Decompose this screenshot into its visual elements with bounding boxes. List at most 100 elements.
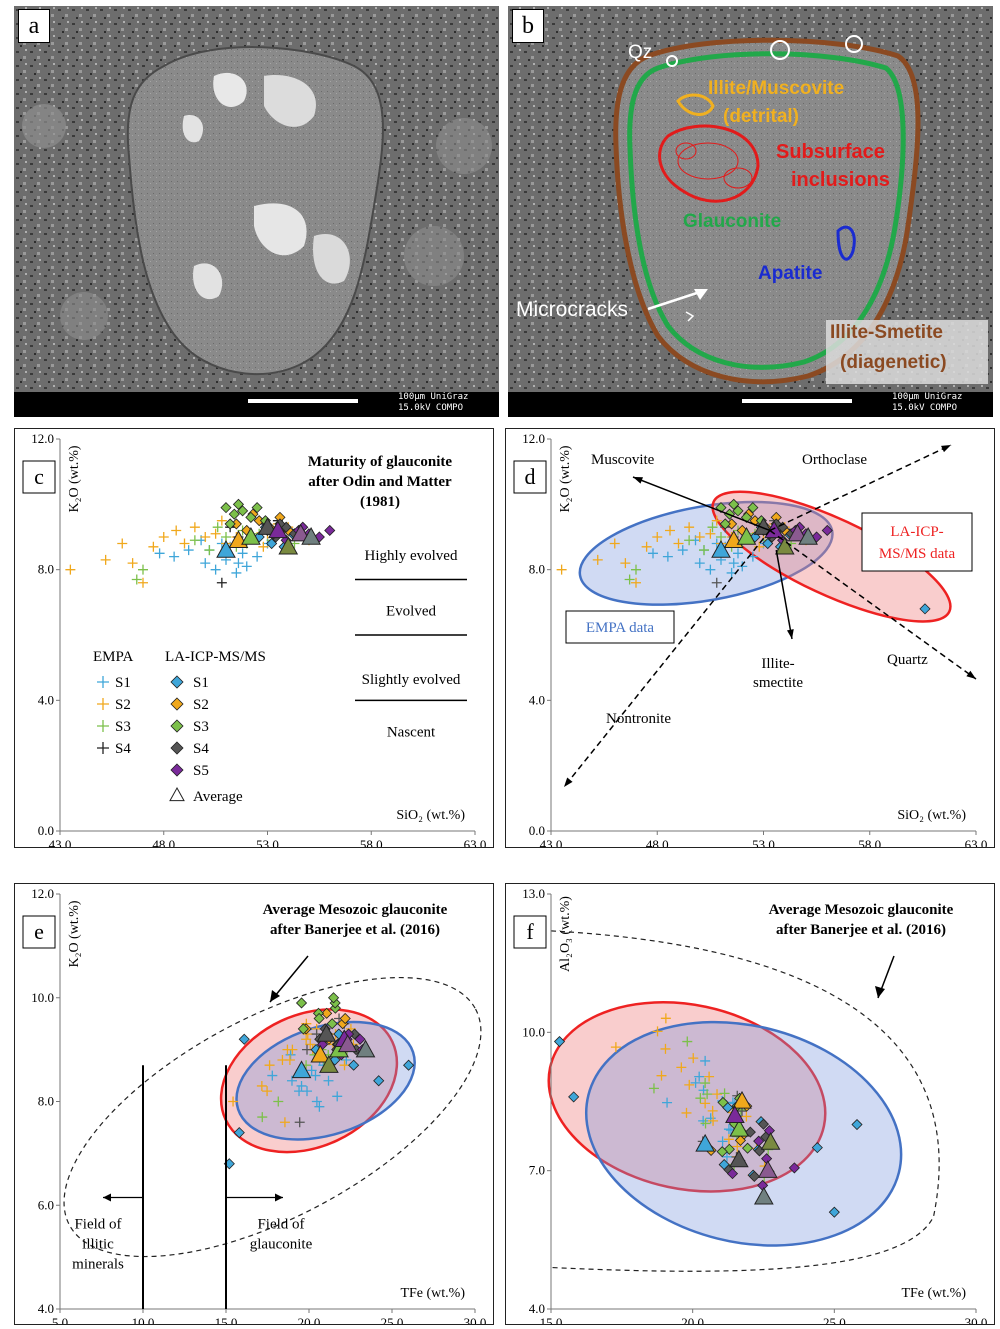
data-point — [258, 541, 269, 552]
x-tick-label: 43.0 — [540, 837, 563, 847]
data-point — [676, 1062, 687, 1073]
data-point — [278, 536, 299, 555]
data-point — [553, 1035, 566, 1048]
data-point — [127, 558, 138, 569]
data-point — [609, 538, 620, 549]
data-point — [919, 603, 931, 615]
data-point — [305, 1039, 316, 1050]
data-point — [333, 1028, 345, 1040]
data-point — [631, 577, 641, 588]
data-point — [732, 1141, 743, 1152]
panel-b-annotated-sem-image: b Qz Illite/Muscovite (detrital) Subsurf… — [508, 6, 993, 417]
panel-f-letter-box — [513, 915, 547, 949]
qz-circle-2 — [770, 40, 790, 60]
data-point — [702, 1089, 713, 1100]
y-tick-label: 8.0 — [38, 562, 54, 577]
legend-empa-marker — [97, 676, 109, 688]
y-tick-label: 10.0 — [522, 1024, 545, 1039]
panel-f-al2o3-tfe-chart: 15.0 20.0 25.0 30.0 4.0 7.0 10.0 13.0 Al₂O₃ (wt.… — [505, 883, 995, 1325]
data-point — [216, 515, 227, 526]
data-point — [684, 535, 695, 546]
data-point — [302, 1086, 313, 1097]
data-point — [264, 1060, 275, 1071]
mesozoic-title-line: after Banerjee et al. (2016) — [776, 922, 946, 938]
x-axis-label: TFe (wt.%) — [901, 1286, 966, 1301]
data-point — [241, 526, 261, 545]
legend-empa-label: S1 — [115, 675, 131, 691]
data-point — [699, 545, 709, 556]
data-point — [339, 1060, 350, 1071]
data-point — [314, 1101, 325, 1112]
data-point — [707, 1105, 718, 1116]
data-point — [138, 577, 148, 588]
orthoclase-arrow — [769, 444, 952, 532]
data-point — [729, 1118, 750, 1137]
data-point — [241, 561, 252, 572]
x-tick-label: 58.0 — [858, 837, 881, 847]
x-tick-label: 15.0 — [540, 1315, 563, 1324]
data-point — [220, 502, 232, 514]
subsurface-label: Subsurface — [776, 141, 885, 163]
data-point — [719, 518, 731, 530]
legend-la-marker — [170, 741, 184, 755]
qz-circle-3 — [845, 35, 863, 53]
data-point — [719, 1088, 730, 1099]
maturity-title-line: (1981) — [360, 494, 400, 510]
data-point — [733, 548, 743, 559]
legend-empa-label: S3 — [115, 719, 131, 735]
empa-data-label: EMPA data — [586, 620, 655, 636]
data-point — [711, 577, 722, 588]
qz-label: Qz — [628, 42, 653, 63]
illitic-field-label: Field of — [74, 1217, 121, 1233]
data-point — [348, 1059, 360, 1071]
diagenetic-label: (diagenetic) — [840, 352, 947, 373]
data-point — [210, 564, 221, 575]
data-point — [100, 554, 111, 565]
data-point — [684, 522, 695, 533]
data-point — [251, 502, 263, 514]
nontronite-arrow-head — [564, 777, 573, 787]
data-point — [660, 1043, 671, 1054]
legend-la-marker — [170, 763, 184, 777]
data-point — [728, 498, 740, 510]
data-point — [677, 545, 688, 556]
data-point — [708, 1115, 719, 1126]
data-point — [295, 997, 308, 1009]
y-tick-label: 4.0 — [529, 692, 545, 707]
legend-la-label: S2 — [193, 697, 209, 713]
data-point — [233, 558, 244, 569]
subsurface-inclusions-outline — [658, 124, 760, 203]
legend-la-label: S5 — [193, 763, 209, 779]
data-point — [306, 1065, 317, 1076]
data-point — [673, 538, 684, 549]
y-tick-label: 8.0 — [529, 562, 545, 577]
x-axis-label: SiO₂ (wt.%) — [396, 808, 465, 823]
y-tick-label: 4.0 — [38, 1301, 54, 1316]
y-tick-label: 7.0 — [529, 1163, 545, 1178]
data-point — [620, 558, 631, 569]
panel-c-letter-box — [22, 460, 56, 494]
data-point — [828, 1206, 840, 1218]
glauconite-field-label: glauconite — [250, 1237, 313, 1253]
x-tick-label: 48.0 — [152, 837, 175, 847]
data-point — [138, 564, 148, 575]
chart-d-svg: 43.0 48.0 53.0 58.0 63.0 0.0 4.0 8.0 12.0 K₂O (wt… — [513, 431, 987, 847]
x-tick-label: 5.0 — [52, 1315, 68, 1324]
data-point — [148, 541, 159, 552]
data-point — [711, 540, 731, 558]
legend-empa-marker — [97, 720, 109, 732]
data-point — [290, 523, 311, 542]
data-point — [774, 536, 795, 555]
legend-la-label: S3 — [193, 719, 209, 735]
data-point — [762, 537, 774, 550]
y-tick-label: 12.0 — [31, 431, 54, 446]
panel-c-letter: c — [34, 464, 44, 489]
y-tick-label: 0.0 — [38, 823, 54, 838]
data-point — [736, 526, 757, 545]
illite-smectite-arrow-head — [786, 629, 794, 639]
data-point — [748, 1170, 760, 1182]
data-point — [262, 1086, 273, 1097]
illite-smectite-arrow — [775, 549, 793, 640]
legend-empa-header: EMPA — [93, 649, 133, 665]
illitic-arrow-head — [103, 1193, 111, 1202]
